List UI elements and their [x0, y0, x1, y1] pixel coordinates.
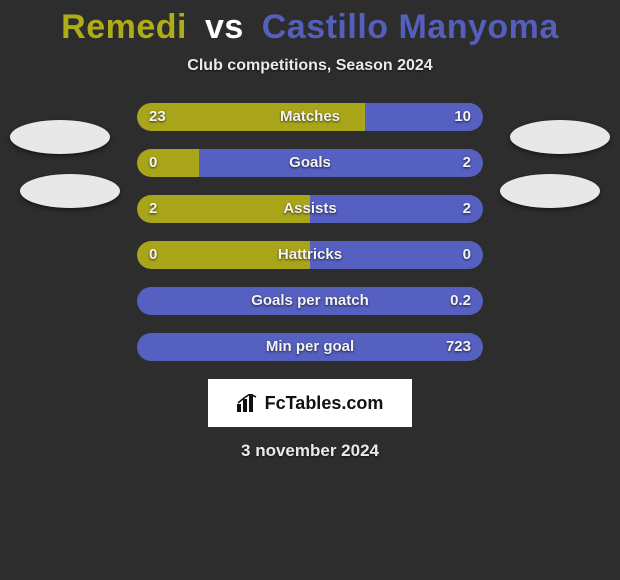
date-line: 3 november 2024 [0, 441, 620, 461]
player2-photo-2 [500, 174, 600, 208]
stat-bar: 2 Assists 2 [137, 195, 483, 223]
player1-name: Remedi [61, 8, 187, 46]
title-connector: vs [205, 8, 244, 46]
stat-bar: Goals per match 0.2 [137, 287, 483, 315]
stat-bars: 23 Matches 10 0 Goals 2 2 Assists 2 0 Ha… [137, 103, 483, 361]
player1-photo-1 [10, 120, 110, 154]
stat-label: Min per goal [137, 333, 483, 361]
player2-photo-1 [510, 120, 610, 154]
stat-bar: 23 Matches 10 [137, 103, 483, 131]
stat-label: Hattricks [137, 241, 483, 269]
stat-value-right: 2 [463, 195, 471, 223]
brand-text: FcTables.com [265, 393, 384, 414]
stat-value-right: 0.2 [450, 287, 471, 315]
stat-bar: 0 Hattricks 0 [137, 241, 483, 269]
stat-value-right: 2 [463, 149, 471, 177]
comparison-card: Remedi vs Castillo Manyoma Club competit… [0, 0, 620, 461]
stat-bar: Min per goal 723 [137, 333, 483, 361]
stat-label: Matches [137, 103, 483, 131]
stat-value-right: 0 [463, 241, 471, 269]
stat-label: Goals per match [137, 287, 483, 315]
stat-label: Goals [137, 149, 483, 177]
stat-label: Assists [137, 195, 483, 223]
player2-name: Castillo Manyoma [262, 8, 559, 46]
page-title: Remedi vs Castillo Manyoma [0, 8, 620, 47]
stat-bar: 0 Goals 2 [137, 149, 483, 177]
stat-value-right: 723 [446, 333, 471, 361]
brand-box: FcTables.com [208, 379, 412, 427]
chart-icon [237, 394, 259, 412]
subtitle: Club competitions, Season 2024 [0, 57, 620, 75]
brand-logo: FcTables.com [237, 393, 384, 414]
stat-value-right: 10 [454, 103, 471, 131]
player1-photo-2 [20, 174, 120, 208]
